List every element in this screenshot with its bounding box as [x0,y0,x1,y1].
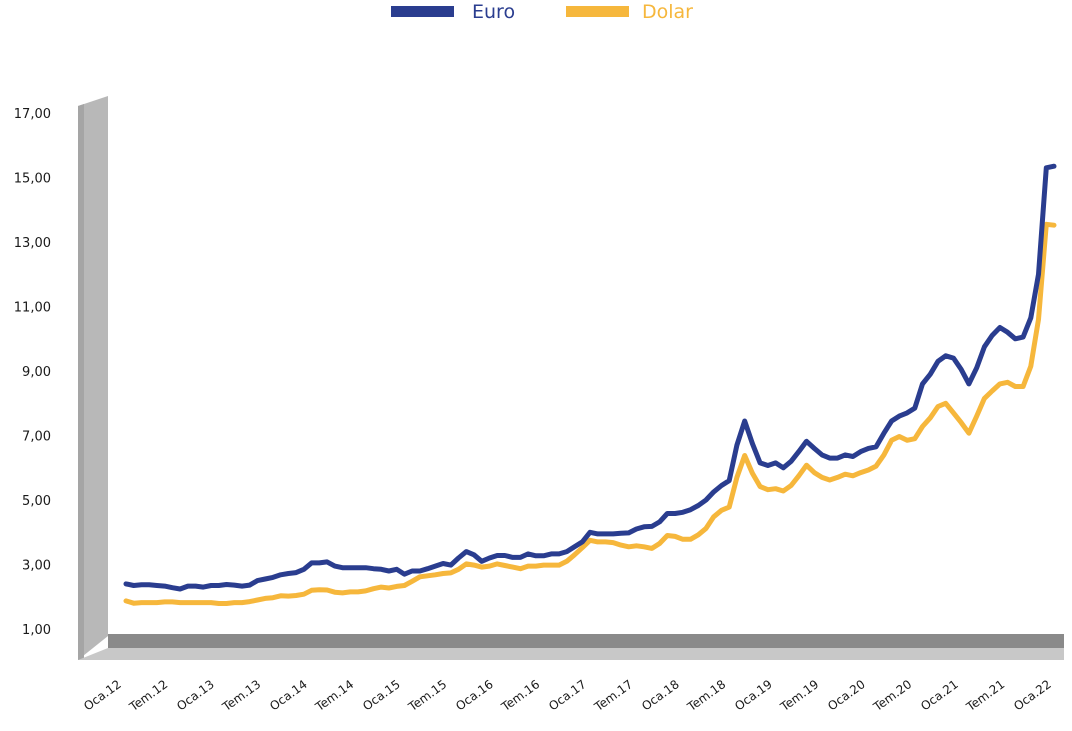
x-axis-ticks: Oca.12 Tem.12 Oca.13 Tem.13 Oca.14 Tem.14 Oca.… [81,677,1054,714]
y-tick-label: 5,00 [22,494,51,509]
x-tick-label: Tem.21 [963,677,1007,714]
x-tick-label: Tem.19 [777,677,821,714]
x-tick-label: Oca.12 [81,677,124,713]
x-tick-label: Tem.14 [312,677,356,714]
chart-frame-3d [78,96,1064,660]
legend-swatch-dolar [566,6,629,17]
y-tick-label: 17,00 [14,107,51,122]
y-tick-label: 11,00 [14,301,51,316]
y-tick-label: 13,00 [14,236,51,251]
legend-label-euro: Euro [472,1,515,23]
x-tick-label: Tem.15 [405,677,449,714]
x-tick-label: Oca.22 [1011,677,1054,713]
series-line-dolar [123,221,1057,606]
back-wall [78,96,108,660]
x-tick-label: Tem.12 [126,677,170,714]
series-line-euro [123,163,1057,592]
back-wall-edge [78,104,84,660]
series-lines [123,163,1057,606]
y-tick-label: 7,00 [22,430,51,445]
legend: Euro Dolar [391,1,693,23]
y-tick-label: 15,00 [14,172,51,187]
floor-top [108,634,1064,648]
x-tick-label: Oca.15 [360,677,403,713]
x-tick-label: Oca.19 [732,677,775,713]
x-tick-label: Oca.13 [174,677,217,713]
y-tick-label: 9,00 [22,365,51,380]
legend-swatch-euro [391,6,454,17]
x-tick-label: Oca.17 [546,677,589,713]
x-tick-label: Oca.21 [918,677,961,713]
y-tick-label: 1,00 [22,623,51,638]
y-tick-label: 3,00 [22,559,51,574]
x-tick-label: Oca.20 [825,677,868,713]
x-tick-label: Tem.16 [498,677,542,714]
floor-front [78,648,1064,660]
y-axis-ticks: 1,00 3,00 5,00 7,00 9,00 11,00 13,00 15,00 17,00 [14,107,51,638]
x-tick-label: Tem.20 [870,677,914,714]
x-tick-label: Oca.16 [453,677,496,713]
x-tick-label: Tem.13 [219,677,263,714]
x-tick-label: Oca.18 [639,677,682,713]
x-tick-label: Tem.18 [684,677,728,714]
legend-label-dolar: Dolar [642,1,693,23]
x-tick-label: Oca.14 [267,677,310,713]
x-tick-label: Tem.17 [591,677,635,714]
